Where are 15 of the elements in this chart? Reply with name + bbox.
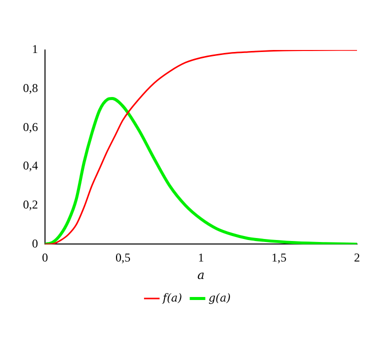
x-tick-label: 1,5 — [272, 250, 286, 265]
y-tick-label: 0,8 — [23, 80, 38, 95]
y-tick-label: 0,2 — [23, 198, 38, 212]
x-axis-title: a — [197, 268, 205, 282]
x-tick-label: 0,5 — [116, 250, 130, 265]
x-tick-label: 1 — [198, 250, 204, 265]
y-tick-label: 0 — [32, 236, 38, 250]
x-tick-label: 0 — [42, 250, 48, 265]
line-series — [45, 50, 357, 244]
y-tick-label: 1 — [32, 42, 38, 56]
y-tick-label: 0,6 — [23, 120, 38, 134]
legend-label: g(a) — [208, 291, 231, 304]
legend-label: f(a) — [162, 291, 182, 304]
y-tick-label: 0,4 — [23, 158, 38, 173]
x-tick-label: 2 — [354, 250, 360, 265]
